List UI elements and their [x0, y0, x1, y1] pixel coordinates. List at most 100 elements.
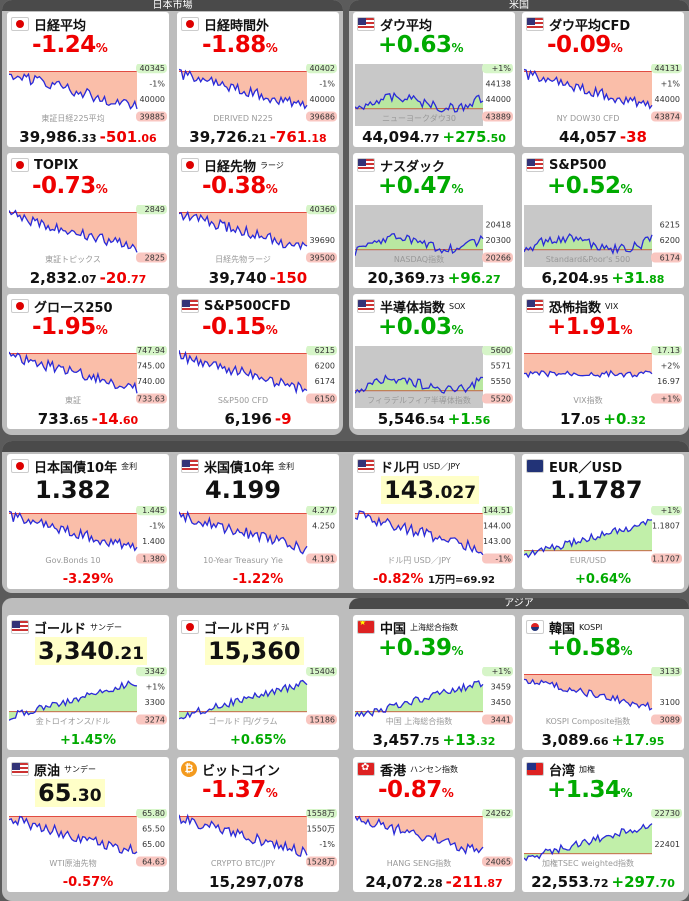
ticker-card-dow[interactable]: ダウ平均 +0.63% ニューヨークダウ30 +1% 44138 44000 43889 44…: [353, 12, 515, 147]
change-percent: -0.57%: [62, 875, 114, 890]
chart-area: [524, 353, 652, 377]
level-label: 144.51: [483, 506, 511, 515]
level-label: 22401: [655, 840, 680, 849]
level-label: 20418: [486, 221, 511, 230]
flag-us-icon: [11, 620, 29, 634]
ticker-card-nasdaq[interactable]: ナスダック +0.47% NASDAQ指数 20418 20300 20266 20,369…: [353, 153, 515, 288]
change-percent: -0.82% 1万円=69.92: [372, 572, 495, 587]
ticker-name: 日本国債10年: [34, 460, 118, 476]
level-label: 43889: [486, 113, 511, 122]
ticker-card-oil[interactable]: 原油 サンデー 65.30 WTI原油先物 65.80 65.50 65.00 64.63 -0…: [7, 757, 169, 892]
chart-line: [524, 233, 653, 255]
ticker-sub: ハンセン指数: [410, 764, 459, 774]
current-value: 1.382: [35, 476, 111, 504]
ticker-title: 日本国債10年 金利: [11, 457, 137, 476]
price-line: 39,740 -150: [208, 269, 308, 287]
level-label: 144.00: [483, 522, 511, 531]
ticker-name: ドル円: [380, 460, 420, 476]
ticker-card-korea[interactable]: 韓国 KOSPI +0.58% KOSPI Composite指数 3133 3100 30…: [522, 615, 684, 750]
chart-watermark: DERIVED N225: [213, 114, 273, 123]
ticker-card-ust10[interactable]: 米国債10年 金利 4.199 10-Year Treasury Yie 4.277 4.…: [177, 454, 339, 589]
change-percent: +0.03%: [378, 314, 464, 340]
ticker-title: ダウ平均: [357, 15, 432, 34]
ticker-title: 原油 サンデー: [11, 760, 96, 779]
chart-line: [9, 680, 138, 721]
chart-watermark: 東証トピックス: [45, 254, 101, 264]
chart-line: [355, 374, 484, 394]
ticker-card-nikkei[interactable]: 日経平均 -1.24% 東証日経225平均 40345 -1% 40000 39885 39,…: [7, 12, 169, 147]
ticker-sub: サンデー: [90, 622, 123, 632]
chart-area: [9, 511, 137, 551]
ticker-card-sp500[interactable]: S&P500 +0.52% Standard&Poor's 500 6215 6200 6…: [522, 153, 684, 288]
level-label: -1%: [149, 522, 165, 531]
price-chart: S&P500 CFD 6215 6200 6174 6150: [179, 346, 337, 405]
ticker-name: 香港: [380, 763, 407, 779]
ticker-card-topix[interactable]: TOPIX -0.73% 東証トピックス 2849 2825 2,832.07 -20.77: [7, 153, 169, 288]
change-percent: -0.73%: [32, 173, 108, 199]
price-chart: KOSPI Composite指数 3133 3100 3089: [524, 667, 682, 726]
ticker-sub: SOX: [449, 301, 466, 311]
chart-line: [179, 510, 308, 555]
ticker-card-tw[interactable]: 台湾 加権 +1.34% 加権TSEC weighted指数 22730 22401 22,…: [522, 757, 684, 892]
chart-watermark: ドル円 USD／JPY: [387, 556, 451, 565]
chart-watermark: KOSPI Composite指数: [546, 716, 631, 726]
flag-cn-icon: [357, 620, 375, 634]
ticker-name: EUR／USD: [549, 460, 623, 476]
chart-line: [524, 369, 653, 379]
level-label: 3459: [491, 683, 511, 692]
chart-watermark: 東証日経225平均: [41, 113, 104, 123]
change-percent: +1.91%: [547, 314, 633, 340]
change-percent: +1.45%: [60, 733, 116, 748]
level-label: 20266: [486, 254, 511, 263]
level-label: 24262: [486, 809, 511, 818]
ticker-card-vix[interactable]: 恐怖指数 VIX +1.91% VIX指数 17.13 +2% 16.97 +1% 17.05 +…: [522, 294, 684, 429]
level-label: 5571: [491, 362, 511, 371]
ticker-sub: VIX: [605, 301, 619, 311]
price-line: 2,832.07 -20.77: [29, 269, 147, 287]
ticker-card-jgb10[interactable]: 日本国債10年 金利 1.382 Gov.Bonds 10 1.445 -1% 1.400 1…: [7, 454, 169, 589]
flag-us-icon: [526, 158, 544, 172]
flag-us-icon: [181, 459, 199, 473]
ticker-card-eurusd[interactable]: EUR／USD 1.1787 EUR/USD +1% 1.1807 1.1707 +0.64…: [522, 454, 684, 589]
ticker-title: EUR／USD: [526, 457, 623, 476]
chart-watermark: 東証: [65, 395, 81, 405]
level-label: 40000: [140, 95, 165, 104]
change-percent: -1.95%: [32, 314, 108, 340]
ticker-card-gold[interactable]: ゴールド サンデー 3,340.21 金トロイオンス/ドル 3342 +1% 3300 327…: [7, 615, 169, 750]
ticker-sub: KOSPI: [579, 622, 603, 632]
ticker-card-sox[interactable]: 半導体指数 SOX +0.03% フィラデルフィア半導体指数 5600 5571 5550 5…: [353, 294, 515, 429]
ticker-name: TOPIX: [34, 157, 79, 173]
ticker-title: ₿ ビットコイン: [181, 760, 280, 779]
chart-line: [179, 349, 308, 395]
chart-watermark: ニューヨークダウ30: [382, 113, 456, 123]
ticker-card-usdjpy[interactable]: ドル円 USD／JPY 143.027 ドル円 USD／JPY 144.51 144.00…: [353, 454, 515, 589]
level-label: 24065: [486, 858, 511, 867]
ticker-card-growth[interactable]: グロース250 -1.95% 東証 747.94 745.00 740.00 733.63 7…: [7, 294, 169, 429]
ticker-card-gold_jpy[interactable]: ゴールド円 ｸﾞﾗﾑ 15,360 ゴールド 円/グラム 15404 15186 +0.65…: [177, 615, 339, 750]
chart-watermark: フィラデルフィア半導体指数: [367, 395, 471, 405]
ticker-card-dow_cfd[interactable]: ダウ平均CFD -0.09% NY DOW30 CFD 44131 +1% 44000 43…: [522, 12, 684, 147]
change-percent: +0.63%: [378, 32, 464, 58]
level-label: 733.63: [137, 395, 165, 404]
flag-us-icon: [526, 299, 544, 313]
ticker-card-nikkei_after[interactable]: 日経時間外 -1.88% DERIVED N225 40402 -1% 40000 3968…: [177, 12, 339, 147]
chart-watermark: 金トロイオンス/ドル: [36, 716, 111, 726]
ticker-title: 半導体指数 SOX: [357, 297, 466, 316]
level-label: 1.1707: [652, 555, 680, 564]
ticker-card-btc[interactable]: ₿ ビットコイン -1.37% CRYPTO BTC/JPY 1558万 1550万 -1%…: [177, 757, 339, 892]
flag-us-icon: [357, 158, 375, 172]
level-label: +1%: [146, 683, 166, 692]
ticker-card-sp_cfd[interactable]: S&P500CFD -0.15% S&P500 CFD 6215 6200 6174 615…: [177, 294, 339, 429]
chart-area: [9, 71, 137, 109]
level-label: 747.94: [137, 346, 165, 355]
chart-line: [524, 518, 653, 559]
bitcoin-icon: ₿: [181, 761, 197, 777]
ticker-card-nk_fut[interactable]: 日経先物 ラージ -0.38% 日経先物ラージ 40360 39690 39500 39,74…: [177, 153, 339, 288]
chart-line: [355, 510, 484, 556]
level-label: 3441: [491, 716, 511, 725]
ticker-title: 日経平均: [11, 15, 86, 34]
level-label: 40345: [140, 64, 165, 73]
change-percent: -1.24%: [32, 32, 108, 58]
